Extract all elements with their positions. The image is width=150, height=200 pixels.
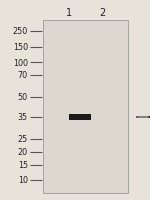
Text: 15: 15 (18, 161, 28, 170)
Text: 10: 10 (18, 176, 28, 185)
Text: 50: 50 (18, 93, 28, 102)
Text: 25: 25 (18, 135, 28, 144)
Text: 2: 2 (99, 8, 105, 18)
Text: 70: 70 (18, 71, 28, 80)
Text: 100: 100 (13, 58, 28, 67)
Text: 150: 150 (13, 43, 28, 52)
Text: 250: 250 (13, 27, 28, 36)
Text: 1: 1 (66, 8, 72, 18)
Text: 20: 20 (18, 148, 28, 157)
Bar (69, 114, 91, 120)
Bar (43, 21, 128, 193)
Text: 35: 35 (18, 113, 28, 122)
